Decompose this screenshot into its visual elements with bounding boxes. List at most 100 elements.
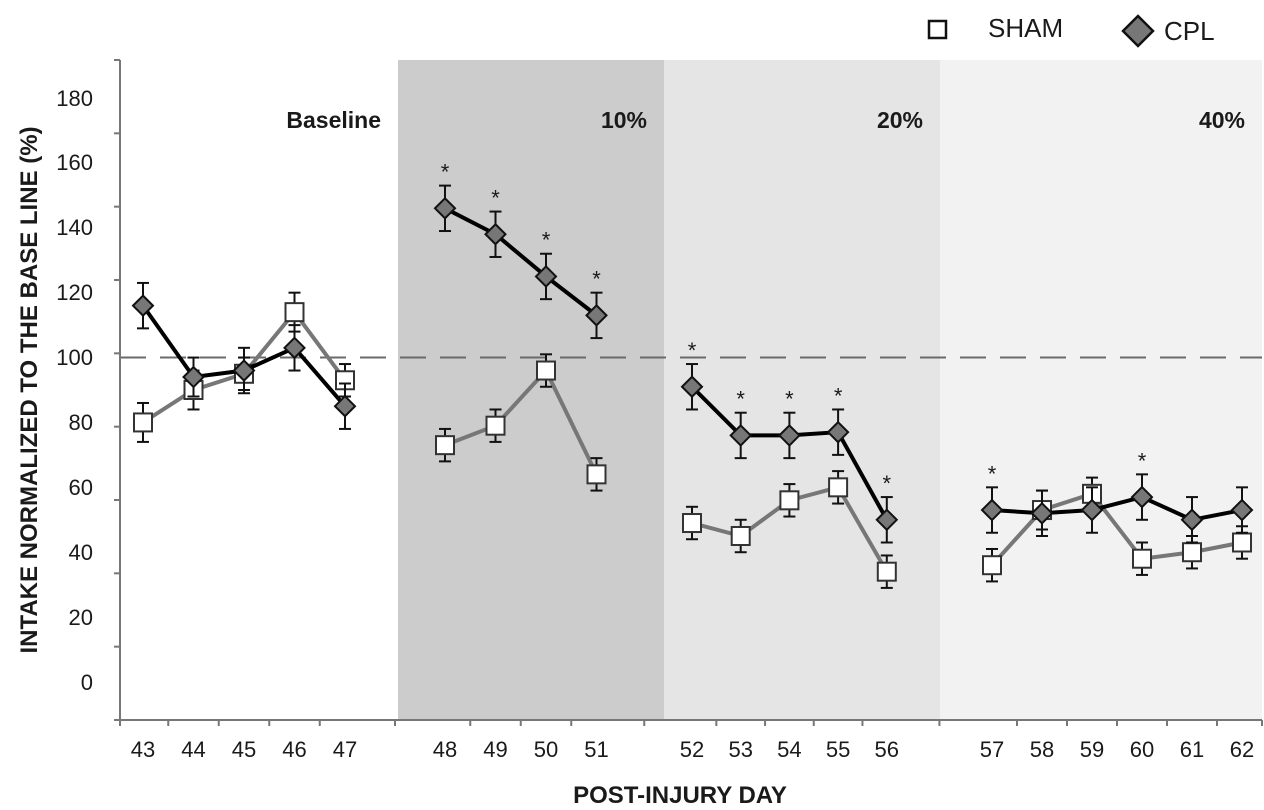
x-tick-label: 52 — [680, 737, 704, 762]
sham-marker — [982, 555, 1002, 576]
x-tick-label: 54 — [777, 737, 801, 762]
cpl-marker — [980, 498, 1004, 522]
legend-item-sham: SHAM — [927, 13, 1063, 43]
x-axis-title: POST-INJURY DAY — [573, 782, 787, 809]
phase-label: Baseline — [286, 107, 381, 133]
x-tick-label: 58 — [1030, 737, 1054, 762]
sham-marker — [828, 477, 849, 498]
sham-line — [444, 367, 599, 476]
cpl-marker — [1180, 508, 1204, 532]
cpl-series — [131, 184, 1254, 544]
x-tick-label: 48 — [433, 737, 457, 762]
phase-bands — [120, 60, 1262, 720]
cpl-marker — [680, 375, 704, 399]
x-tick-label: 53 — [728, 737, 752, 762]
y-tick-label: 100 — [56, 345, 93, 370]
sham-marker — [284, 302, 305, 323]
y-tick-label: 40 — [69, 540, 93, 565]
sham-marker — [1232, 532, 1252, 553]
significance-star: * — [883, 471, 892, 496]
x-tick-label: 45 — [232, 737, 256, 762]
cpl-marker — [283, 336, 306, 360]
cpl-marker — [585, 303, 608, 327]
cpl-marker — [1230, 498, 1254, 522]
legend: SHAM CPL — [927, 13, 1215, 48]
phase-label: 10% — [601, 107, 647, 133]
cpl-marker — [1030, 501, 1054, 525]
significance-star: * — [542, 228, 551, 253]
cpl-marker — [333, 394, 357, 418]
cpl-marker — [131, 294, 155, 318]
y-tick-label: 80 — [69, 410, 93, 435]
x-tick-label: 49 — [483, 737, 507, 762]
sham-marker — [779, 490, 800, 511]
x-tick-labels: 43 44 45 46 47 48 49 50 51 52 53 54 55 56 57 58 59 60 61 62 — [131, 737, 1254, 762]
sham-marker — [1132, 548, 1152, 569]
y-tick-labels: 0 20 40 60 80 100 120 140 160 180 — [56, 86, 93, 695]
x-tick-label: 57 — [980, 737, 1004, 762]
legend-label-sham: SHAM — [988, 13, 1063, 43]
cpl-marker — [433, 196, 457, 220]
legend-diamond-marker — [1121, 14, 1155, 48]
cpl-marker — [534, 265, 558, 288]
sham-marker — [1182, 542, 1202, 563]
sham-marker — [536, 360, 556, 381]
cpl-marker — [729, 424, 753, 447]
sham-marker — [435, 435, 455, 456]
y-tick-label: 20 — [69, 605, 93, 630]
cpl-marker — [826, 420, 850, 444]
legend-label-cpl: CPL — [1164, 16, 1215, 46]
significance-star: * — [441, 160, 450, 185]
x-tick-label: 51 — [584, 737, 608, 762]
y-tick-label: 180 — [56, 86, 93, 111]
y-tick-label: 140 — [56, 215, 93, 240]
significance-star: * — [736, 387, 745, 412]
x-tick-label: 59 — [1080, 737, 1104, 762]
x-tick-label: 60 — [1130, 737, 1154, 762]
y-axis-title: INTAKE NORMALIZED TO THE BASE LINE (%) — [16, 126, 43, 653]
sham-marker — [133, 412, 153, 433]
cpl-line — [444, 206, 598, 317]
significance-markers: * * * * * * * * * * * — [441, 160, 1147, 496]
sham-marker — [485, 415, 506, 436]
y-tick-label: 0 — [81, 670, 93, 695]
legend-item-cpl: CPL — [1121, 14, 1215, 48]
significance-star: * — [1138, 448, 1147, 473]
x-tick-label: 46 — [282, 737, 306, 762]
phase-label: 40% — [1199, 107, 1245, 133]
cpl-marker — [1130, 485, 1154, 509]
cpl-marker — [232, 359, 256, 382]
phase-band — [940, 60, 1262, 720]
significance-star: * — [592, 267, 601, 292]
cpl-marker — [875, 508, 899, 532]
x-tick-label: 56 — [875, 737, 899, 762]
x-tick-label: 61 — [1180, 737, 1204, 762]
y-tick-label: 60 — [69, 475, 93, 500]
sham-marker — [586, 464, 607, 485]
cpl-marker — [484, 222, 507, 246]
significance-star: * — [834, 383, 843, 408]
phase-label: 20% — [877, 107, 923, 133]
sham-marker — [730, 526, 751, 546]
y-tick-label: 160 — [56, 150, 93, 175]
x-tick-label: 50 — [534, 737, 558, 762]
phase-band — [120, 60, 398, 720]
x-tick-label: 44 — [181, 737, 205, 762]
significance-star: * — [491, 186, 500, 211]
x-tick-label: 43 — [131, 737, 155, 762]
significance-star: * — [688, 338, 697, 363]
x-tick-label: 55 — [826, 737, 850, 762]
sham-marker — [682, 513, 702, 534]
phase-band — [398, 60, 664, 720]
x-tick-label: 47 — [333, 737, 357, 762]
significance-star: * — [988, 461, 997, 486]
y-tick-label: 120 — [56, 280, 93, 305]
phase-band — [664, 60, 940, 720]
series-group — [131, 184, 1254, 589]
legend-square-marker — [927, 19, 948, 40]
cpl-marker — [1080, 498, 1104, 522]
axes — [114, 59, 1263, 726]
phase-labels: Baseline 10% 20% 40% — [286, 107, 1245, 133]
cpl-marker — [182, 365, 205, 389]
